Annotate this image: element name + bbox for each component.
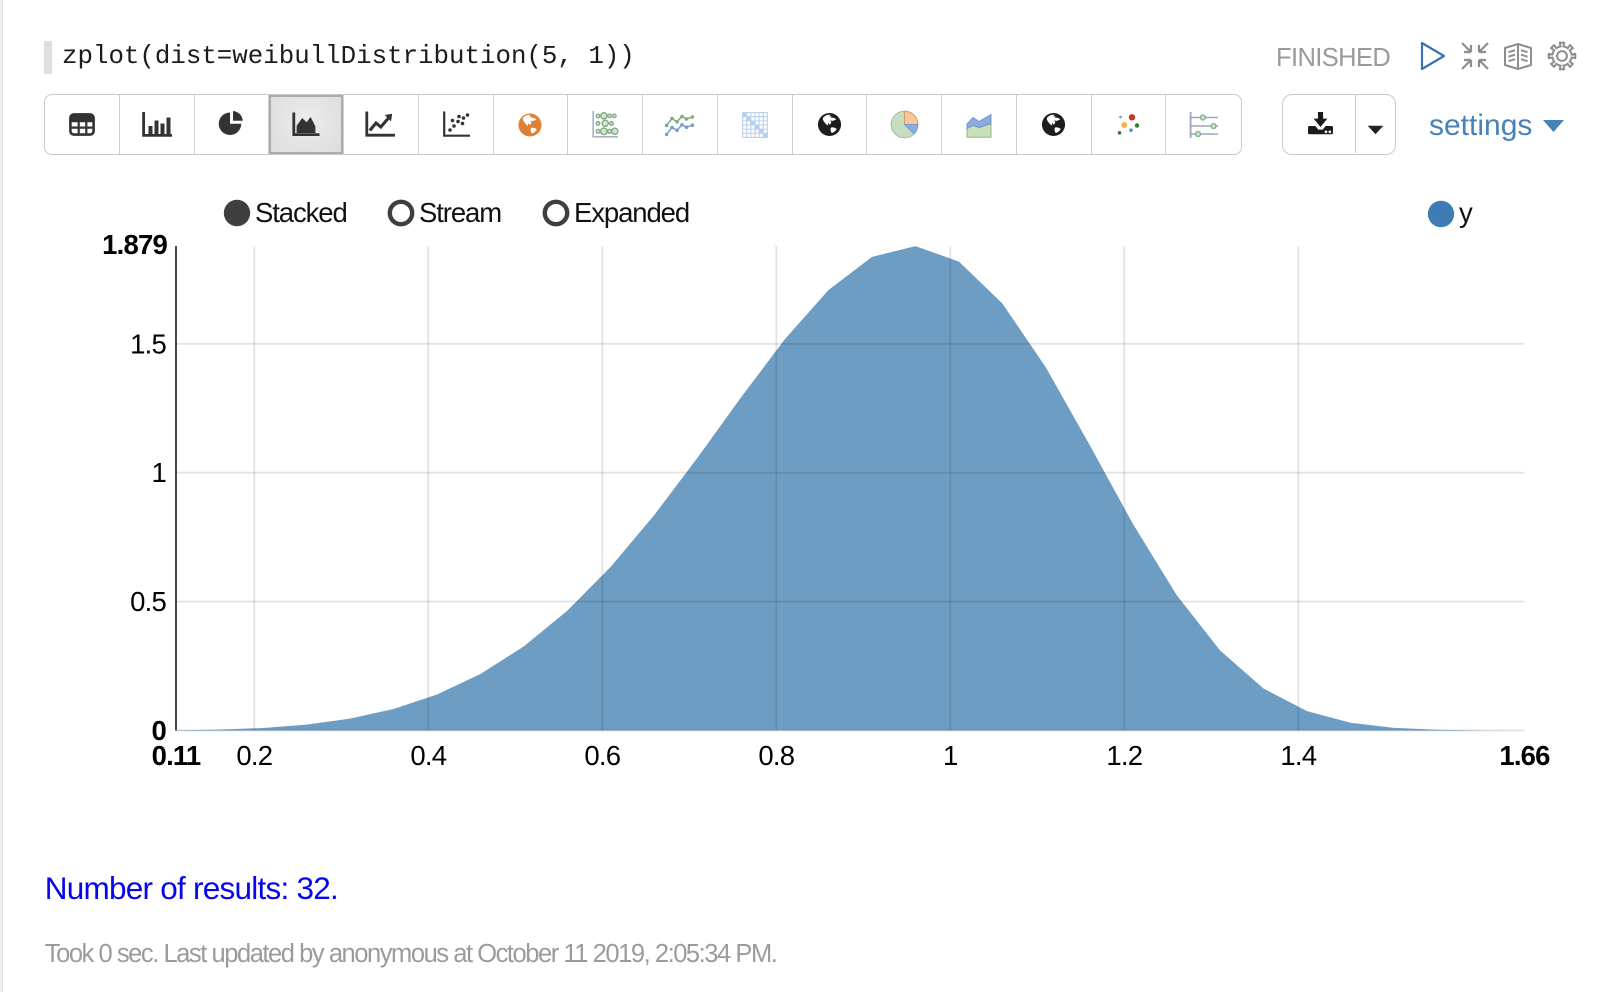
svg-text:0.6: 0.6 [584, 740, 620, 771]
svg-text:0: 0 [152, 715, 167, 746]
svg-text:0.8: 0.8 [758, 740, 794, 771]
svg-text:1.4: 1.4 [1280, 740, 1316, 771]
svg-text:0.2: 0.2 [236, 740, 272, 771]
svg-text:0.4: 0.4 [410, 740, 446, 771]
svg-text:1: 1 [152, 457, 167, 488]
svg-text:1.879: 1.879 [102, 229, 167, 260]
svg-text:1.5: 1.5 [130, 328, 166, 359]
svg-text:0.5: 0.5 [130, 586, 166, 617]
svg-text:1: 1 [943, 740, 958, 771]
svg-text:0.11: 0.11 [152, 740, 201, 771]
svg-text:1.2: 1.2 [1106, 740, 1142, 771]
svg-text:1.66: 1.66 [1499, 740, 1550, 771]
